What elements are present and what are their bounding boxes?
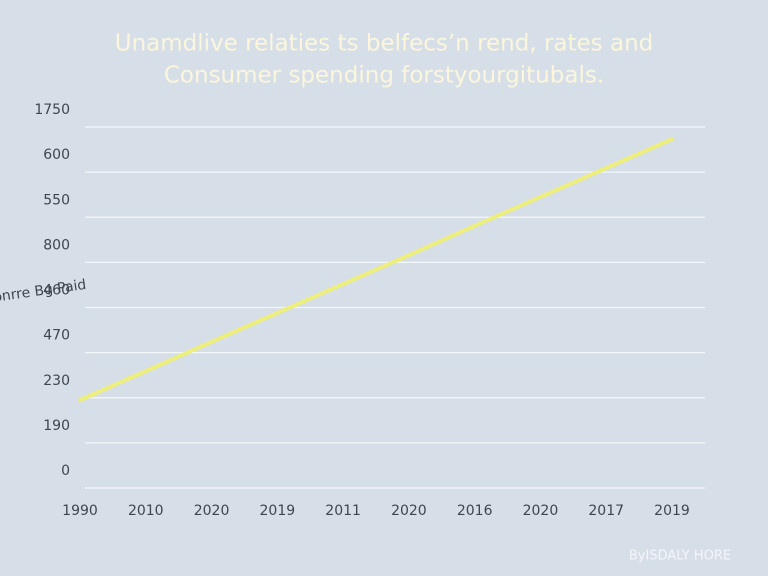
x-tick-label: 2019: [260, 503, 296, 519]
y-tick-label: 460: [43, 283, 70, 299]
y-tick-label: 230: [43, 373, 70, 389]
x-tick-label: 2020: [194, 503, 230, 519]
x-tick-label: 2017: [588, 503, 624, 519]
x-tick-label: 2019: [654, 503, 690, 519]
y-tick-label: 0: [61, 463, 70, 479]
data-line: [78, 137, 674, 403]
x-tick-label: 2010: [128, 503, 164, 519]
y-tick-label: 190: [43, 418, 70, 434]
chart-title: Consumer spending forstyourgitubals.: [164, 63, 604, 89]
y-tick-label: 600: [43, 147, 70, 163]
y-tick-label: 470: [43, 328, 70, 344]
chart-title: Unamdlive relaties ts belfecs’n rend, ra…: [115, 31, 654, 57]
y-tick-label: 550: [43, 192, 70, 208]
x-tick-label: 2016: [457, 503, 493, 519]
x-tick-label: 2020: [523, 503, 559, 519]
y-tick-label: 1750: [34, 102, 70, 118]
x-tick-label: 2020: [391, 503, 427, 519]
x-tick-label: 2011: [325, 503, 361, 519]
y-tick-label: 800: [43, 237, 70, 253]
footer: ByISDALY HORE: [629, 549, 731, 564]
x-tick-label: 1990: [62, 503, 98, 519]
